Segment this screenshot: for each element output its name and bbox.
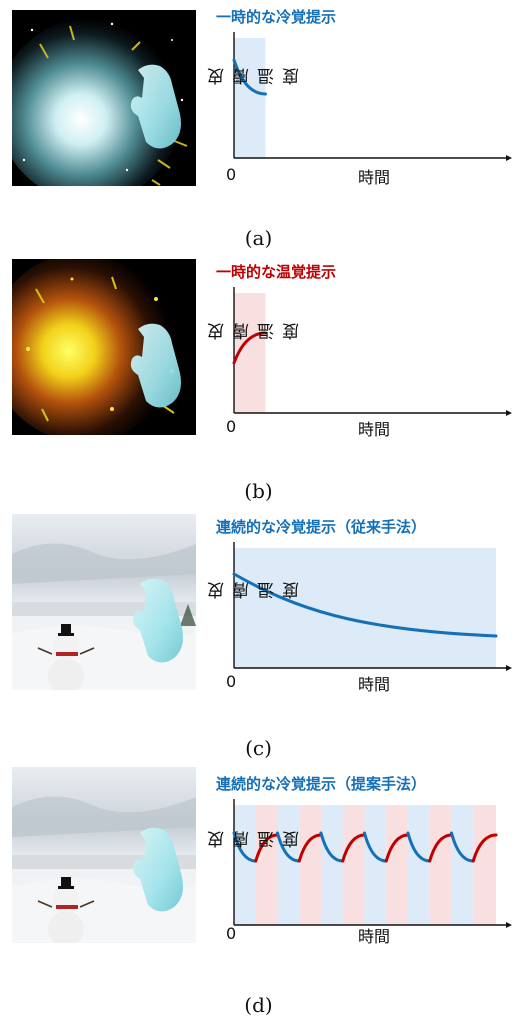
temperature-plot xyxy=(204,28,514,192)
x-axis-label: 時間 xyxy=(358,675,391,694)
stimulus-band xyxy=(473,805,496,925)
temperature-plot xyxy=(204,538,514,702)
y-axis-label: 皮膚温度 xyxy=(208,831,303,848)
temperature-curve xyxy=(275,831,301,863)
panel-title: 一時的な温覚提示 xyxy=(216,263,337,281)
warm-burst-image xyxy=(12,259,196,435)
x-axis-arrow xyxy=(506,155,512,161)
temperature-curve xyxy=(232,572,498,638)
snow-scene-image xyxy=(12,767,196,943)
panel-caption: (b) xyxy=(244,479,273,503)
stimulus-band xyxy=(364,805,387,925)
temperature-curve xyxy=(362,831,388,863)
cold-burst-image xyxy=(12,10,196,186)
stimulus-band xyxy=(451,805,474,925)
temperature-curve xyxy=(341,833,366,863)
temperature-curve xyxy=(319,831,345,863)
panel-caption: (a) xyxy=(244,226,273,250)
origin-label: 0 xyxy=(226,417,237,436)
panel-title: 一時的な冷覚提示 xyxy=(216,8,337,26)
stimulus-band xyxy=(386,805,408,925)
panel-caption: (d) xyxy=(244,993,273,1017)
temperature-curve xyxy=(232,58,267,96)
stimulus-band xyxy=(407,805,430,925)
temperature-curve xyxy=(449,831,475,863)
temperature-curve xyxy=(471,833,498,863)
stimulus-band xyxy=(277,805,300,925)
stimulus-band xyxy=(234,805,256,925)
temperature-curve xyxy=(297,833,323,863)
origin-label: 0 xyxy=(226,165,237,184)
temperature-curve xyxy=(232,331,267,365)
origin-label: 0 xyxy=(226,924,237,943)
stimulus-band xyxy=(429,805,452,925)
temperature-plot xyxy=(204,283,514,447)
origin-label: 0 xyxy=(226,672,237,691)
temperature-curve xyxy=(232,831,258,863)
x-axis-arrow xyxy=(506,410,512,416)
stimulus-band xyxy=(299,805,321,925)
temperature-curve xyxy=(428,833,453,863)
temperature-plot xyxy=(204,795,514,959)
y-axis-label: 皮膚温度 xyxy=(208,323,303,340)
y-axis-label: 皮膚温度 xyxy=(208,582,303,599)
temperature-curve xyxy=(406,831,432,863)
stimulus-band xyxy=(342,805,365,925)
panel-title: 連続的な冷覚提示（従来手法） xyxy=(216,518,427,536)
stimulus-band xyxy=(255,805,278,925)
stimulus-band xyxy=(234,548,496,668)
panel-caption: (c) xyxy=(245,736,272,760)
x-axis-label: 時間 xyxy=(358,420,391,439)
x-axis-label: 時間 xyxy=(358,168,391,187)
y-axis-label: 皮膚温度 xyxy=(208,68,303,85)
temperature-curve xyxy=(384,833,410,863)
stimulus-band xyxy=(234,38,266,158)
x-axis-arrow xyxy=(506,922,512,928)
stimulus-band xyxy=(320,805,343,925)
panel-title: 連続的な冷覚提示（提案手法） xyxy=(216,775,427,793)
x-axis-arrow xyxy=(506,665,512,671)
temperature-curve xyxy=(254,833,279,863)
x-axis-label: 時間 xyxy=(358,927,391,946)
snow-scene-image xyxy=(12,514,196,690)
